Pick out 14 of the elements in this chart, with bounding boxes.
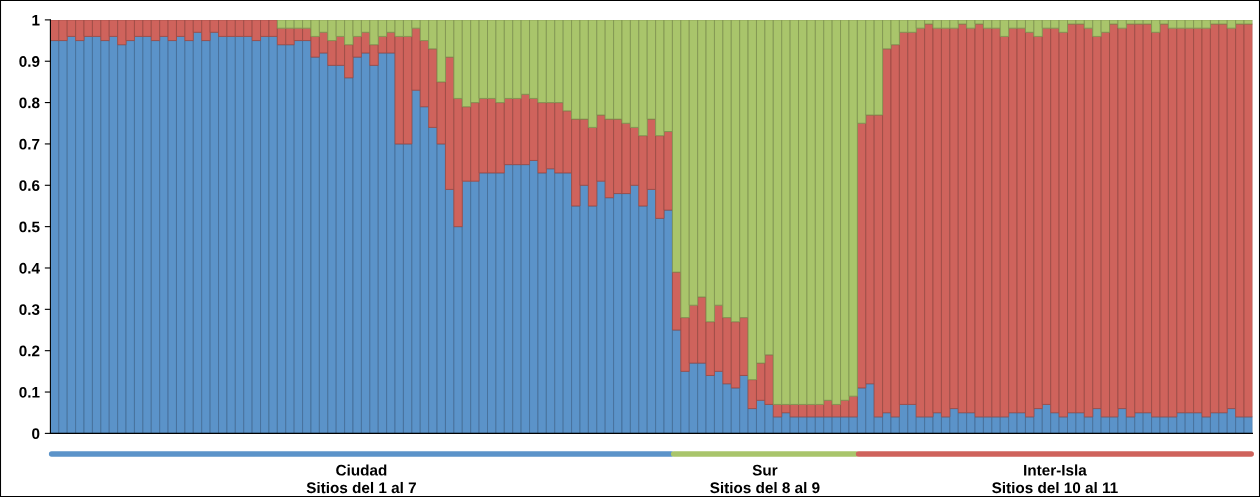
y-tick-label: 0.7 xyxy=(19,138,40,150)
y-tick-label: 0 xyxy=(32,428,40,440)
y-tick-label: 0.5 xyxy=(19,221,40,233)
y-tick-label: 0.2 xyxy=(19,345,40,357)
y-tick-label: 0.4 xyxy=(19,262,40,274)
y-tick-label: 0.8 xyxy=(19,97,40,109)
y-tick-label: 0.1 xyxy=(19,386,40,398)
y-tick-label: 1 xyxy=(32,14,40,26)
text: Inter-Isla Sitios del 10 al 11 xyxy=(992,464,1118,494)
text: Sur Sitios del 8 al 9 xyxy=(710,464,820,494)
y-tick-label: 0.3 xyxy=(19,304,40,316)
y-tick-label: 0.6 xyxy=(19,180,40,191)
y-tick-label: 0.9 xyxy=(19,56,40,67)
text: Ciudad Sitios del 1 al 7 xyxy=(306,464,416,494)
